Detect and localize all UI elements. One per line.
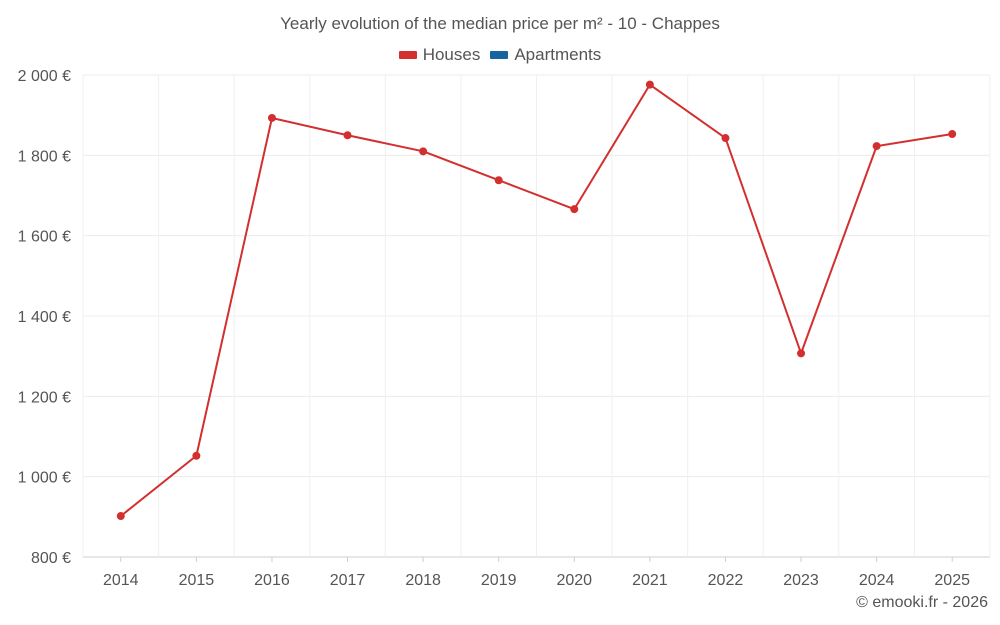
x-tick-label: 2015 [179, 572, 215, 589]
legend: Houses Apartments [0, 45, 1000, 65]
x-tick-label: 2020 [556, 572, 592, 589]
y-tick-label: 800 € [31, 550, 71, 567]
data-point-houses [267, 113, 276, 122]
y-tick-label: 1 200 € [18, 389, 71, 406]
legend-item-apartments[interactable]: Apartments [490, 45, 601, 65]
data-point-houses [570, 205, 579, 214]
x-tick-label: 2022 [708, 572, 744, 589]
x-tick-label: 2017 [330, 572, 366, 589]
x-tick-label: 2014 [103, 572, 139, 589]
data-point-houses [419, 147, 428, 156]
x-tick-label: 2019 [481, 572, 517, 589]
data-point-houses [872, 142, 881, 151]
y-tick-label: 1 600 € [18, 229, 71, 246]
chart-title: Yearly evolution of the median price per… [280, 14, 720, 33]
x-tick-label: 2023 [783, 572, 819, 589]
data-point-houses [116, 512, 125, 521]
credit-text: © emooki.fr - 2026 [856, 594, 988, 611]
y-tick-label: 1 800 € [18, 148, 71, 165]
x-tick-label: 2016 [254, 572, 290, 589]
legend-label-apartments: Apartments [514, 45, 602, 64]
data-point-houses [343, 131, 352, 140]
y-tick-label: 1 000 € [18, 470, 71, 487]
x-tick-label: 2018 [405, 572, 441, 589]
data-point-houses [948, 130, 957, 139]
legend-swatch-houses [398, 51, 417, 59]
data-point-houses [192, 451, 201, 460]
x-tick-label: 2021 [632, 572, 668, 589]
legend-swatch-apartments [490, 51, 509, 59]
legend-label-houses: Houses [422, 45, 481, 64]
y-tick-label: 1 400 € [18, 309, 71, 326]
data-point-houses [797, 349, 806, 358]
x-tick-label: 2024 [859, 572, 895, 589]
y-tick-label: 2 000 € [18, 68, 71, 85]
data-point-houses [721, 134, 730, 143]
data-point-houses [645, 80, 654, 89]
data-point-houses [494, 176, 503, 185]
x-tick-label: 2025 [934, 572, 970, 589]
series-line-houses [120, 83, 953, 517]
legend-item-houses[interactable]: Houses [398, 45, 481, 65]
